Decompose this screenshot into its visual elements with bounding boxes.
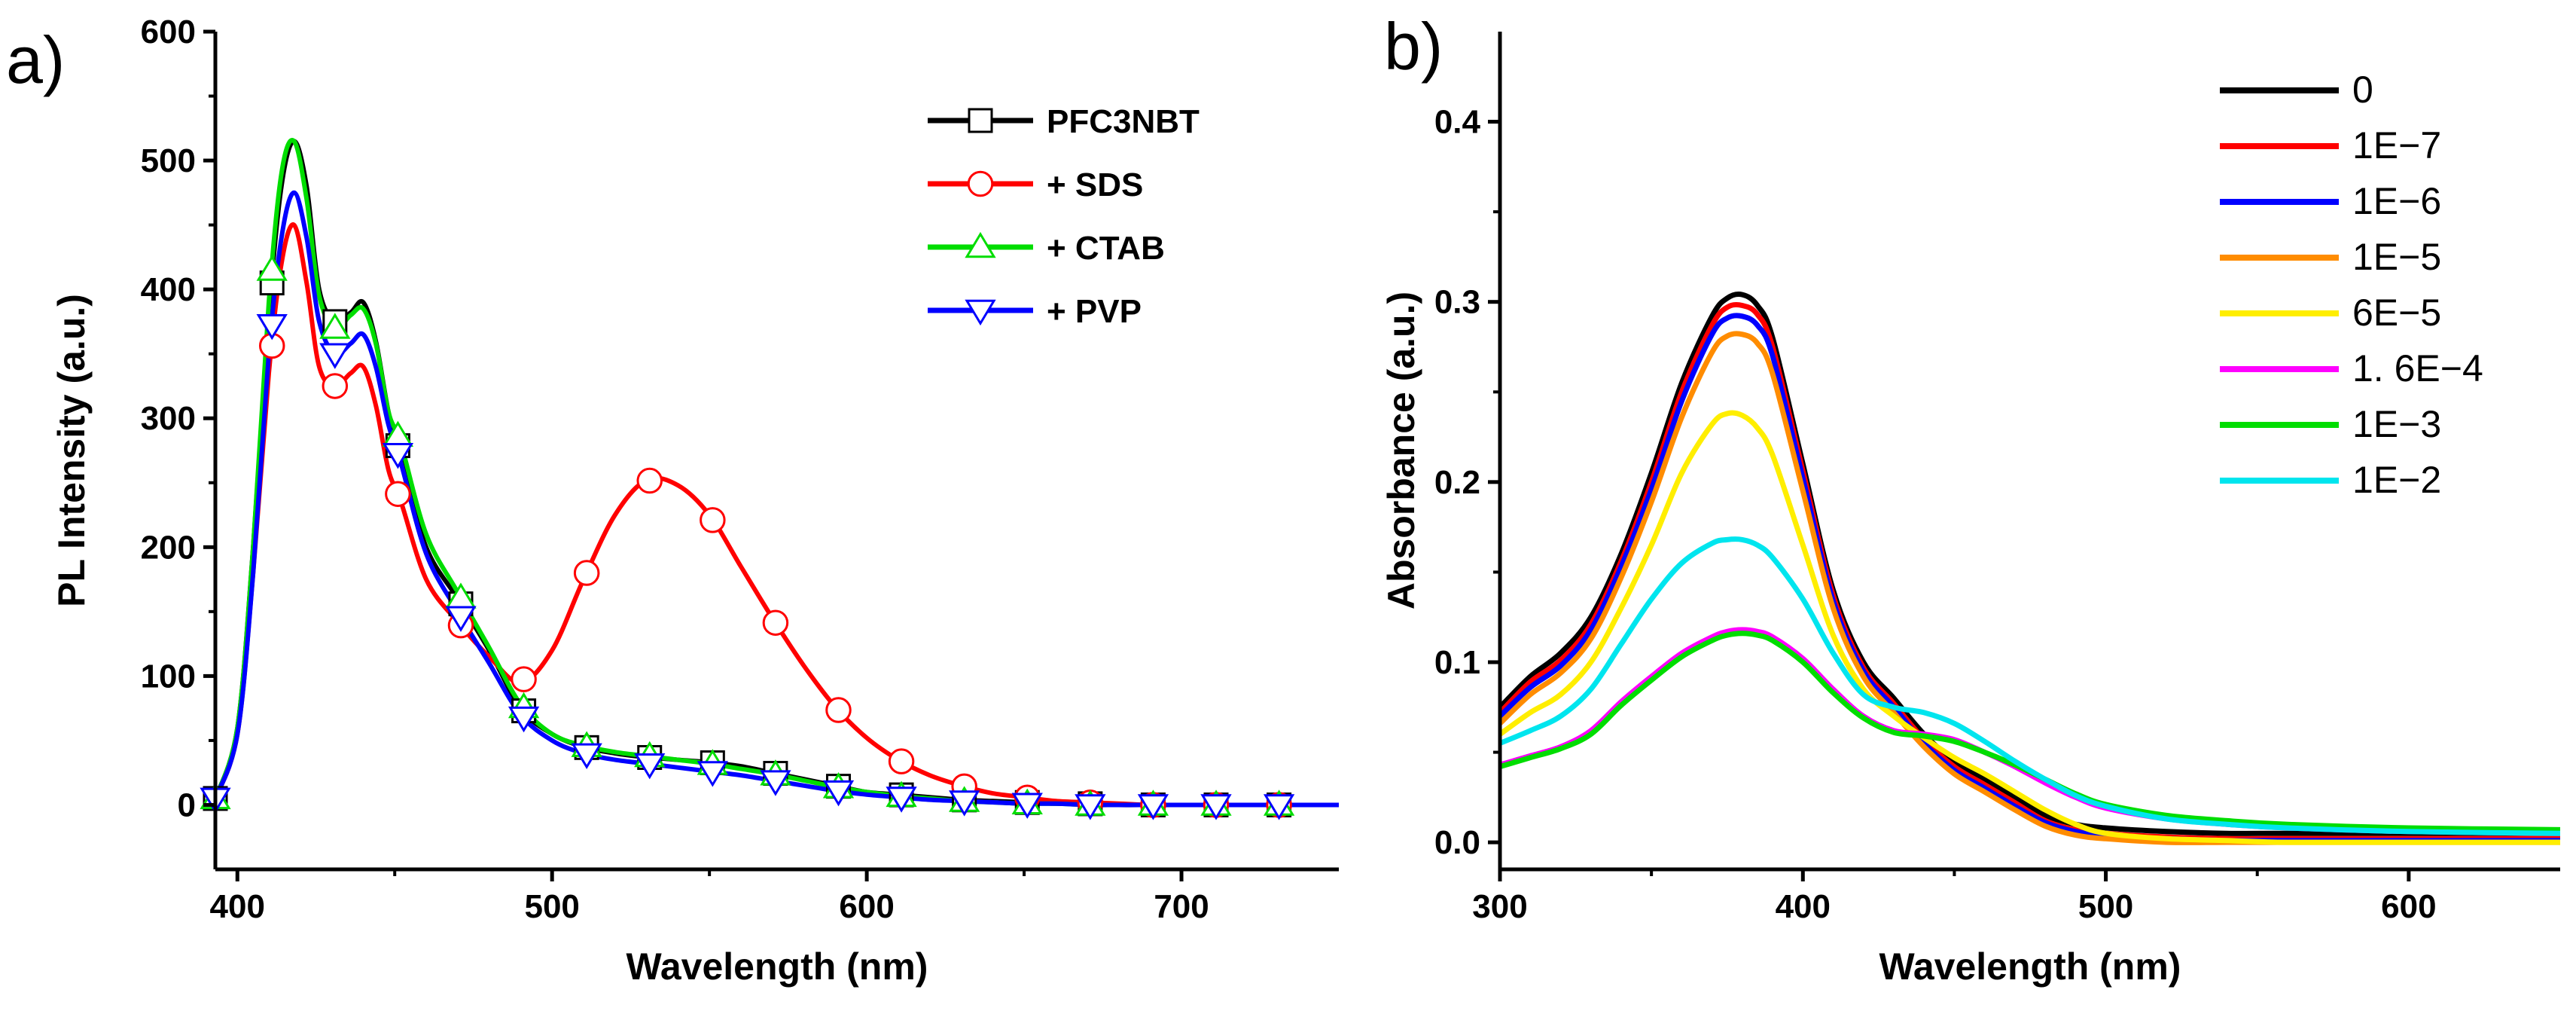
y-tick-label: 0.1 [1434,644,1480,681]
x-tick-label: 700 [1154,888,1209,925]
data-point-4-8 [634,753,666,780]
series-group [1500,292,2560,845]
data-point-2-9 [762,609,789,636]
data-point-4-14 [1011,793,1043,819]
x-tick-label: 400 [1776,888,1831,925]
data-point-4-10 [760,770,791,796]
y-tick-label: 0.0 [1434,824,1480,861]
y-tick-label: 500 [141,142,196,179]
y-tick-label: 600 [141,14,196,50]
y-tick-label: 100 [141,658,196,695]
x-axis-title: Wavelength (nm) [626,945,928,988]
series-line-3 [215,138,1339,808]
y-axis-title: Absorbance (a.u.) [1380,292,1422,609]
legend-marker-1 [968,108,993,133]
series-line-4 [215,190,1339,808]
series-line-5 [1500,410,2560,845]
data-point-4-15 [1075,794,1106,820]
series-line-4 [1500,331,2560,845]
data-point-4-4 [382,443,414,469]
x-tick-label: 400 [210,888,265,925]
chart-a: 400 500 600 700 0 100 200 300 400 500 600 Wavelengt… [50,14,1339,988]
series-group [215,138,1339,808]
legend-label-5: 6E−5 [2352,292,2441,334]
series-line-1 [215,139,1339,808]
panel-label-b: b) [1384,9,1443,84]
x-tick-label: 300 [1472,888,1527,925]
legend-label-7: 1E−3 [2352,403,2441,445]
y-tick-label: 200 [141,529,196,566]
data-point-4-9 [697,761,728,787]
data-point-4-17 [1200,794,1232,820]
legend-label-1: PFC3NBT [1047,103,1200,140]
y-tick-label: 0.3 [1434,284,1480,321]
data-point-2-11 [888,748,915,774]
data-point-2-5 [511,666,537,692]
legend: PFC3NBT + SDS + CTAB + PVP [928,103,1200,330]
panel-label-a: a) [6,23,65,97]
data-point-4-11 [822,780,855,807]
y-tick-label: 400 [141,271,196,308]
series-line-3 [1500,313,2560,844]
data-point-4-3 [319,343,351,369]
data-point-4-5 [445,606,477,632]
y-tick-label: 300 [141,400,196,437]
data-point-2-6 [573,560,600,586]
legend: 0 1E−7 1E−6 1E−5 6E−5 1. 6E−4 1E−3 1E−2 [2220,69,2483,501]
y-axis-title: PL Intensity (a.u.) [50,294,93,607]
y-tick-label: 0.2 [1434,464,1480,501]
x-axis-title: Wavelength (nm) [1879,945,2181,988]
legend-marker-2 [967,170,994,197]
x-tick-label: 500 [524,888,579,925]
series-line-7 [1500,631,2560,832]
data-point-4-7 [571,743,602,770]
x-tick-label: 500 [2078,888,2133,925]
legend-label-3: 1E−6 [2352,180,2441,222]
legend-label-8: 1E−2 [2352,459,2441,501]
data-point-2-7 [636,467,663,494]
legend-label-6: 1. 6E−4 [2352,347,2483,389]
data-point-2-2 [322,373,349,399]
data-point-2-10 [825,697,852,723]
y-tick-label: 0 [178,786,196,823]
legend-label-1: 0 [2352,69,2373,111]
data-point-3-3 [319,313,351,339]
series-line-2 [215,222,1339,808]
data-point-4-6 [508,706,540,733]
legend-marker-3 [965,231,996,258]
data-point-4-2 [256,313,288,341]
data-point-3-2 [256,255,288,281]
data-point-2-8 [700,507,726,533]
legend-label-4: 1E−5 [2352,236,2441,278]
series-line-8 [1500,536,2560,836]
x-tick-label: 600 [2381,888,2436,925]
data-point-2-3 [385,481,411,507]
data-point-4-18 [1263,794,1295,820]
data-point-4-13 [949,790,980,817]
chart-b: 300 400 500 600 0.0 0.1 0.2 0.3 0.4 Wavelength (n… [1380,32,2560,988]
legend-label-2: + SDS [1047,166,1143,203]
legend-label-2: 1E−7 [2352,124,2441,166]
legend-label-3: + CTAB [1047,230,1165,267]
data-point-4-12 [886,786,917,813]
x-tick-label: 600 [839,888,894,925]
legend-marker-4 [965,299,996,326]
data-point-4-16 [1137,794,1169,820]
legend-label-4: + PVP [1047,293,1142,330]
y-tick-label: 0.4 [1434,104,1481,141]
